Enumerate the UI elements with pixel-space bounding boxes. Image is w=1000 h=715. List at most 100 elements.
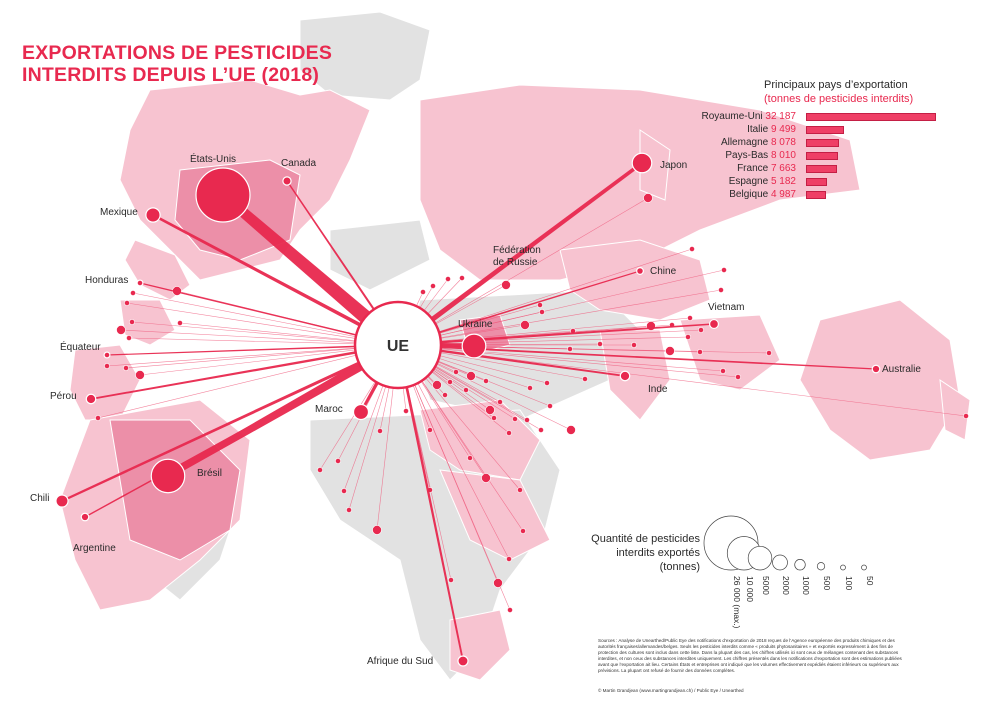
- minor-importer-dot: [538, 427, 544, 433]
- flow-line: [125, 344, 399, 369]
- ranking-bar: [806, 177, 827, 186]
- size-legend: 26 000 (max.) 10 000 5000 2000 1000 500 100 50: [703, 515, 875, 629]
- destination-label: Ukraine: [458, 319, 493, 330]
- minor-importer-dot: [123, 365, 129, 371]
- minor-importer-dot: [453, 369, 459, 375]
- legend-label: 2000: [781, 576, 791, 595]
- destination-circle: [871, 364, 881, 374]
- destination-label: Chine: [650, 266, 677, 277]
- ranking-country: Belgique: [729, 189, 771, 200]
- ranking-row: Royaume-Uni 32 187: [690, 110, 950, 123]
- legend-circle: [772, 554, 788, 571]
- ranking-bar: [806, 112, 936, 121]
- minor-importer-dot: [643, 193, 653, 203]
- eu-hub-label: UE: [387, 338, 410, 355]
- flow-line: [397, 344, 739, 378]
- minor-importer-dot: [432, 380, 442, 390]
- flow-line: [397, 344, 724, 372]
- ranking-row: Pays-Bas 8 010: [690, 149, 950, 162]
- flow-line: [120, 329, 399, 346]
- ranking-bar: [806, 151, 839, 160]
- minor-importer-dot: [547, 403, 553, 409]
- ranking-value: 7 663: [770, 163, 796, 174]
- legend-label: 50: [865, 576, 875, 586]
- legend-circle: [794, 559, 806, 571]
- minor-importer-dot: [341, 488, 347, 494]
- flow-line: [106, 344, 399, 367]
- minor-importer-dot: [130, 290, 136, 296]
- ranking-label: Allemagne 8 078: [721, 136, 796, 149]
- minor-importer-dot: [566, 425, 576, 435]
- ranking-country: Italie: [747, 124, 771, 135]
- flow-line: [128, 337, 399, 346]
- flow-line: [97, 344, 399, 419]
- destination-circle: [282, 176, 292, 186]
- minor-importer-dot: [507, 607, 513, 613]
- minor-importer-dot: [567, 346, 573, 352]
- minor-importer-dot: [377, 428, 383, 434]
- minor-importer-dot: [116, 325, 126, 335]
- destination-circles: [55, 152, 881, 667]
- ranking-value: 32 187: [765, 111, 796, 122]
- destination-circle: [619, 370, 631, 382]
- destination-circle: [352, 403, 370, 421]
- minor-importer-dot: [95, 415, 101, 421]
- minor-importer-dot: [698, 327, 704, 333]
- sources-note: Sources : Analyse de Unearthed/Public Ey…: [598, 638, 902, 673]
- major-flow: [396, 161, 644, 348]
- legend-circle: [816, 562, 826, 571]
- destination-label: États-Unis: [190, 152, 236, 165]
- minor-importer-dot: [631, 342, 637, 348]
- minor-importer-dot: [177, 320, 183, 326]
- ranking-country: Allemagne: [720, 137, 771, 148]
- major-flow: [396, 344, 464, 662]
- legend-label: 1000: [801, 576, 811, 595]
- minor-importer-dot: [697, 349, 703, 355]
- ranking-row: Belgique 4 987: [690, 188, 950, 201]
- destination-circle: [55, 494, 69, 508]
- minor-importer-dot: [129, 319, 135, 325]
- minor-importer-dot: [735, 374, 741, 380]
- flow-line: [132, 292, 399, 346]
- major-flow: [286, 180, 399, 346]
- major-flow: [139, 282, 399, 346]
- minor-importer-dot: [104, 363, 110, 369]
- minor-importer-dot: [491, 415, 497, 421]
- ranking-row: Italie 9 499: [690, 123, 950, 136]
- minor-importer-dot: [459, 275, 465, 281]
- major-flow: [61, 343, 399, 503]
- ranking-value: 8 010: [770, 150, 796, 161]
- ranking-row: France 7 663: [690, 162, 950, 175]
- ranking-bar: [806, 125, 845, 134]
- major-flow-lines: [61, 161, 877, 662]
- destination-label: Vietnam: [708, 302, 745, 313]
- ranking-value: 8 078: [770, 137, 796, 148]
- map-title: EXPORTATIONS DE PESTICIDES INTERDITS DEP…: [22, 42, 333, 86]
- ranking-label: Espagne 5 182: [729, 175, 796, 188]
- minor-importer-dot: [537, 302, 543, 308]
- ranking-label: France 7 663: [737, 162, 796, 175]
- minor-importer-dot: [582, 376, 588, 382]
- destination-circle: [150, 458, 186, 494]
- minor-importer-dot: [481, 473, 491, 483]
- legend-circle: [840, 564, 846, 571]
- ranking-bar: [806, 164, 837, 173]
- minor-importer-dot: [126, 335, 132, 341]
- minor-importer-dot: [430, 283, 436, 289]
- destination-label: Équateur: [60, 340, 101, 353]
- legend-label: 10 000: [745, 576, 755, 602]
- major-flow: [397, 343, 626, 377]
- major-flow: [152, 213, 399, 347]
- ranking-label: Italie 9 499: [747, 123, 796, 136]
- minor-importer-dot: [346, 507, 352, 513]
- eu-hub-circle: [353, 300, 443, 390]
- minor-importer-dot: [335, 458, 341, 464]
- minor-importer-dot: [512, 416, 518, 422]
- legend-circle: [861, 564, 867, 571]
- destination-label: Afrique du Sud: [367, 656, 433, 667]
- ranking-row: Espagne 5 182: [690, 175, 950, 188]
- flow-line: [397, 197, 649, 346]
- destination-circle: [461, 333, 487, 359]
- destination-label: Inde: [648, 384, 668, 395]
- minor-importer-dot: [497, 399, 503, 405]
